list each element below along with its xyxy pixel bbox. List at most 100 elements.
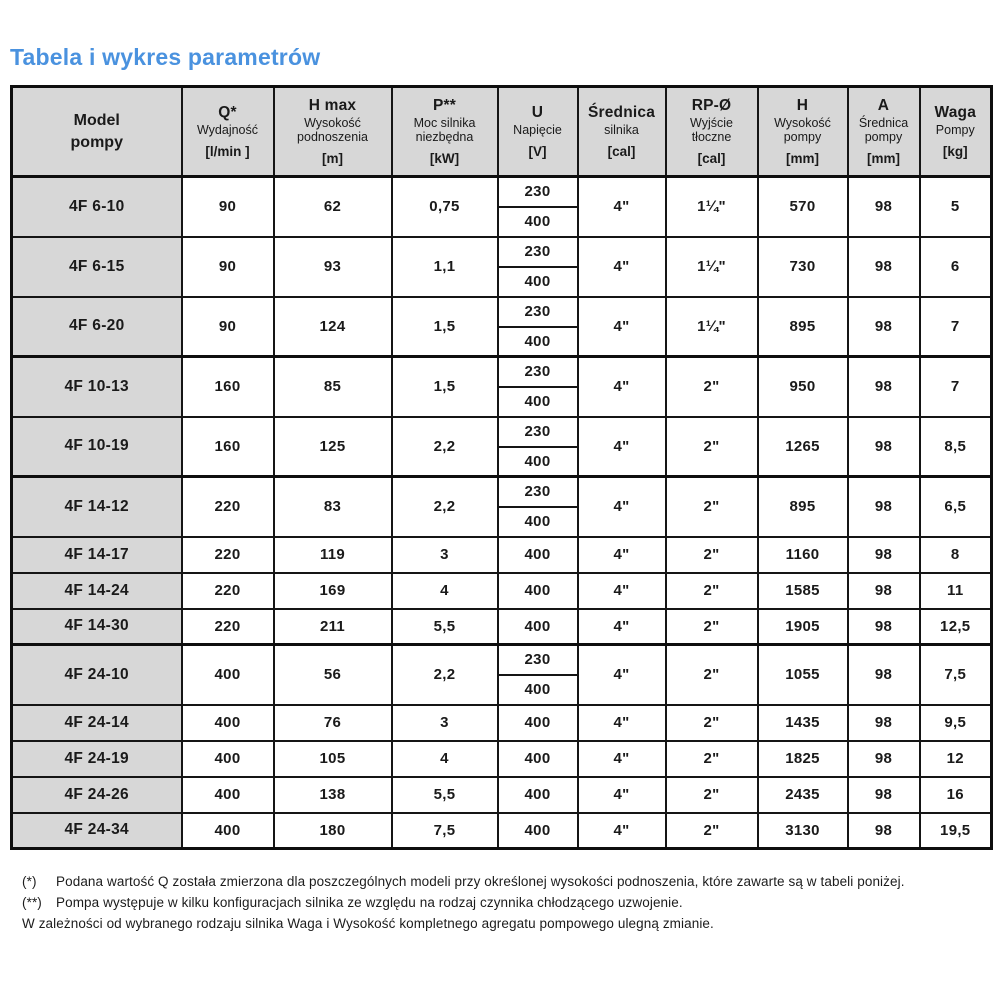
cell-hmax: 76 [272, 703, 393, 742]
cell-model: 4F 24-14 [10, 703, 183, 742]
header-cell-model: Model pompy [10, 85, 183, 178]
cell-p: 7,5 [390, 811, 499, 850]
header-unit: [kg] [942, 144, 968, 160]
cell-h: 1055 [756, 643, 849, 706]
cell-u-230: 230 [496, 415, 579, 448]
footnote-text: W zależności od wybranego rodzaju silnik… [22, 915, 714, 931]
table-row: 4F 14-24 220 169 4 400 4" 2" 1585 98 11 [10, 571, 993, 610]
cell-motor_dia: 4" [576, 703, 667, 742]
header-cell-a: A Średnica pompy [mm] [846, 85, 921, 178]
header-title: P** [432, 96, 456, 114]
cell-model: 4F 24-19 [10, 739, 183, 778]
cell-hmax: 85 [272, 355, 393, 418]
footnotes: (*) Podana wartość Q została zmierzona dl… [22, 872, 990, 935]
cell-rp: 1¼" [664, 175, 759, 238]
table-row-voltage-2: 400 [12, 445, 992, 478]
cell-h: 1265 [756, 415, 849, 478]
cell-model: 4F 14-17 [10, 535, 183, 574]
header-unit: [kW] [429, 151, 460, 167]
table-row: 4F 24-34 400 180 7,5 400 4" 2" 3130 98 19,5 [10, 811, 993, 850]
cell-hmax: 105 [272, 739, 393, 778]
cell-q: 400 [180, 643, 275, 706]
cell-u-400: 400 [496, 205, 579, 238]
cell-h: 2435 [756, 775, 849, 814]
cell-h: 1585 [756, 571, 849, 610]
cell-a: 98 [846, 571, 921, 610]
cell-p: 5,5 [390, 775, 499, 814]
cell-waga: 7,5 [918, 643, 993, 706]
header-unit: [V] [528, 144, 547, 160]
header-unit: [l/min ] [205, 144, 250, 160]
cell-a: 98 [846, 643, 921, 706]
table-row: 4F 10-13 160 85 1,5 230 4" 2" 950 98 7 [10, 355, 993, 418]
cell-u-230: 230 [496, 475, 579, 508]
table-row-voltage-2: 400 [12, 505, 992, 538]
header-cell-p: P** Moc silnika niezbędna [kW] [390, 85, 499, 178]
cell-p: 1,5 [390, 295, 499, 358]
cell-u: 400 [496, 739, 579, 778]
cell-p: 4 [390, 739, 499, 778]
cell-p: 3 [390, 535, 499, 574]
cell-a: 98 [846, 811, 921, 850]
cell-u-230: 230 [496, 295, 579, 328]
cell-h: 570 [756, 175, 849, 238]
cell-rp: 1¼" [664, 295, 759, 358]
cell-p: 0,75 [390, 175, 499, 238]
cell-h: 730 [756, 235, 849, 298]
header-title: H [796, 96, 809, 114]
table-row: 4F 24-10 400 56 2,2 230 4" 2" 1055 98 7,5 [10, 643, 993, 706]
cell-motor_dia: 4" [576, 475, 667, 538]
cell-rp: 2" [664, 355, 759, 418]
cell-hmax: 180 [272, 811, 393, 850]
cell-a: 98 [846, 607, 921, 646]
cell-u-400: 400 [496, 265, 579, 298]
table-header: Model pompy Q* Wydajność [l/min ] H max Wysok… [10, 85, 993, 178]
cell-motor_dia: 4" [576, 295, 667, 358]
cell-q: 400 [180, 811, 275, 850]
table-row: 4F 24-19 400 105 4 400 4" 2" 1825 98 12 [10, 739, 993, 778]
header-title: U [531, 103, 544, 121]
cell-h: 895 [756, 475, 849, 538]
cell-waga: 19,5 [918, 811, 993, 850]
table-row: 4F 14-30 220 211 5,5 400 4" 2" 1905 98 12,5 [10, 607, 993, 646]
cell-model: 4F 10-13 [10, 355, 183, 418]
footnote-text: Podana wartość Q została zmierzona dla p… [56, 874, 905, 889]
header-unit: [cal] [697, 151, 726, 167]
cell-u-400: 400 [496, 445, 579, 478]
header-unit: [mm] [786, 151, 819, 167]
cell-q: 400 [180, 775, 275, 814]
table-row: 4F 14-12 220 83 2,2 230 4" 2" 895 98 6,5 [10, 475, 993, 538]
cell-waga: 16 [918, 775, 993, 814]
cell-waga: 7 [918, 355, 993, 418]
table-row: 4F 6-15 90 93 1,1 230 4" 1¼" 730 98 6 [10, 235, 993, 298]
cell-q: 400 [180, 739, 275, 778]
header-subtitle: Wysokość podnoszenia [297, 115, 368, 144]
page-title: Tabela i wykres parametrów [10, 44, 321, 70]
cell-rp: 2" [664, 739, 759, 778]
cell-q: 220 [180, 475, 275, 538]
cell-model: 4F 24-26 [10, 775, 183, 814]
cell-model: 4F 14-30 [10, 607, 183, 646]
cell-model: 4F 24-10 [10, 643, 183, 706]
cell-h: 3130 [756, 811, 849, 850]
cell-a: 98 [846, 775, 921, 814]
cell-motor_dia: 4" [576, 415, 667, 478]
cell-a: 98 [846, 235, 921, 298]
footnote-marker: (*) [22, 874, 37, 889]
table-row-voltage-2: 400 [12, 265, 992, 298]
cell-motor_dia: 4" [576, 571, 667, 610]
cell-u: 400 [496, 811, 579, 850]
cell-motor_dia: 4" [576, 355, 667, 418]
cell-waga: 7 [918, 295, 993, 358]
table-row: 4F 6-20 90 124 1,5 230 4" 1¼" 895 98 7 [10, 295, 993, 358]
cell-motor_dia: 4" [576, 535, 667, 574]
cell-motor_dia: 4" [576, 739, 667, 778]
cell-rp: 2" [664, 811, 759, 850]
cell-a: 98 [846, 739, 921, 778]
parameters-table: Model pompy Q* Wydajność [l/min ] H max Wysok… [10, 85, 993, 850]
cell-waga: 9,5 [918, 703, 993, 742]
cell-p: 1,5 [390, 355, 499, 418]
cell-waga: 11 [918, 571, 993, 610]
header-title: A [877, 96, 890, 114]
